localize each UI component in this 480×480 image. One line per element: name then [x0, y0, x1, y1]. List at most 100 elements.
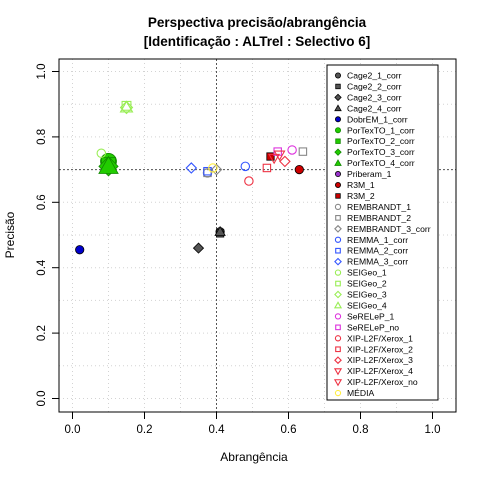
- y-tick-label: 0.4: [36, 259, 48, 276]
- legend-label: XIP-L2F/Xerox_2: [347, 344, 413, 354]
- data-point: [273, 150, 286, 162]
- legend-label: SEIGeo_1: [347, 268, 387, 278]
- legend-label: Cage2_4_corr: [347, 103, 402, 113]
- legend-marker: [334, 389, 342, 397]
- legend-marker: [335, 138, 341, 144]
- legend-marker: [334, 335, 342, 342]
- legend-marker: [335, 83, 341, 90]
- legend-marker: [334, 104, 342, 112]
- data-point: [96, 148, 107, 159]
- x-tick-label: 0.2: [137, 424, 153, 436]
- legend-marker: [335, 215, 341, 221]
- legend-marker: [333, 301, 343, 309]
- data-point: [75, 245, 85, 255]
- legend-label: REMMA_3_corr: [347, 257, 408, 267]
- legend-label: REMMA_2_corr: [347, 246, 408, 256]
- x-axis-label: Abrangência: [220, 450, 288, 464]
- data-point: [287, 145, 297, 155]
- legend-marker: [334, 171, 341, 178]
- legend-label: XIP-L2F/Xerox_4: [347, 366, 413, 376]
- chart-title-line-1: Perspectiva precisão/abrangência: [148, 15, 367, 30]
- legend-marker: [334, 203, 342, 211]
- data-point: [208, 163, 218, 173]
- legend-marker: [333, 379, 343, 387]
- data-point: [244, 176, 254, 186]
- legend-label: XIP-L2F/Xerox_1: [347, 333, 413, 343]
- legend-marker: [334, 159, 342, 166]
- chart-title-line-2: [Identificação : ALTrel : Selectivo 6]: [144, 34, 371, 49]
- data-point: [210, 163, 223, 176]
- x-axis: 0.0 0.2 0.4 0.6 0.8 1.0: [65, 411, 441, 436]
- y-tick-label: 0.6: [36, 194, 48, 210]
- legend-marker: [334, 257, 342, 266]
- legend-label: SeRELeP_1: [347, 311, 395, 321]
- legend-label: XIP-L2F/Xerox_3: [347, 355, 413, 365]
- y-axis: 0.0 0.2 0.4 0.6 0.8 1.0: [36, 64, 60, 407]
- legend-marker: [334, 72, 341, 79]
- data-point: [98, 155, 119, 174]
- legend-marker: [334, 269, 342, 276]
- data-points: [75, 100, 308, 255]
- legend-marker: [335, 346, 341, 353]
- legend-marker: [334, 116, 341, 123]
- data-point: [298, 147, 308, 156]
- legend-marker: [335, 247, 341, 254]
- legend-label: MÉDIA: [347, 388, 374, 398]
- legend-marker: [334, 236, 342, 243]
- legend-label: PorTexTO_2_corr: [347, 136, 415, 146]
- legend-label: REMBRANDT_1: [347, 202, 411, 212]
- legend-label: XIP-L2F/Xerox_no: [347, 377, 418, 387]
- legend-marker: [334, 224, 342, 233]
- legend-label: DobrEM_1_corr: [347, 114, 408, 124]
- legend-label: REMMA_1_corr: [347, 235, 408, 245]
- legend-label: Priberam_1: [347, 169, 392, 179]
- x-tick-label: 0.8: [353, 424, 369, 436]
- legend-label: SEIGeo_3: [347, 290, 387, 300]
- legend-label: Cage2_3_corr: [347, 92, 402, 102]
- legend-box: [326, 64, 439, 401]
- y-tick-label: 0.2: [36, 325, 48, 341]
- data-point: [294, 165, 304, 175]
- legend-label: SEIGeo_2: [347, 279, 387, 289]
- legend-label: PorTexTO_1_corr: [347, 125, 415, 135]
- data-point: [203, 166, 212, 176]
- y-tick-label: 0.8: [36, 129, 48, 145]
- legend-marker: [334, 356, 342, 365]
- y-axis-label: Precisão: [3, 211, 17, 258]
- legend-label: REMBRANDT_3_corr: [347, 224, 431, 234]
- legend-marker: [335, 324, 341, 331]
- x-tick-label: 0.0: [65, 424, 81, 436]
- legend-marker: [335, 193, 341, 199]
- legend-marker: [334, 148, 342, 156]
- legend-label: REMBRANDT_2: [347, 213, 411, 223]
- data-point: [119, 100, 134, 115]
- legend-marker: [334, 290, 342, 299]
- data-point: [240, 161, 251, 172]
- y-tick-label: 0.0: [36, 391, 48, 407]
- legend-marker: [334, 181, 341, 188]
- data-point: [279, 155, 291, 168]
- x-tick-label: 0.6: [281, 424, 297, 436]
- legend-label: SeRELeP_no: [347, 322, 399, 332]
- legend-label: PorTexTO_4_corr: [347, 158, 415, 168]
- legend-label: Cage2_2_corr: [347, 81, 402, 91]
- data-point: [119, 100, 134, 113]
- legend-marker: [334, 127, 341, 134]
- data-point: [185, 162, 198, 174]
- legend-label: SEIGeo_4: [347, 300, 387, 310]
- legend-label: R3M_2: [347, 191, 375, 201]
- data-point: [262, 163, 272, 173]
- data-point: [192, 242, 205, 254]
- x-tick-label: 1.0: [425, 424, 441, 436]
- legend-label: PorTexTO_3_corr: [347, 147, 415, 157]
- y-tick-label: 1.0: [36, 64, 48, 80]
- legend: Cage2_1_corrCage2_2_corrCage2_3_corrCage…: [326, 64, 439, 401]
- data-point: [268, 153, 281, 165]
- legend-marker: [334, 313, 342, 320]
- legend-marker: [333, 368, 343, 376]
- legend-marker: [335, 280, 341, 287]
- legend-label: Cage2_1_corr: [347, 71, 402, 81]
- legend-marker: [334, 93, 342, 102]
- legend-label: R3M_1: [347, 180, 375, 190]
